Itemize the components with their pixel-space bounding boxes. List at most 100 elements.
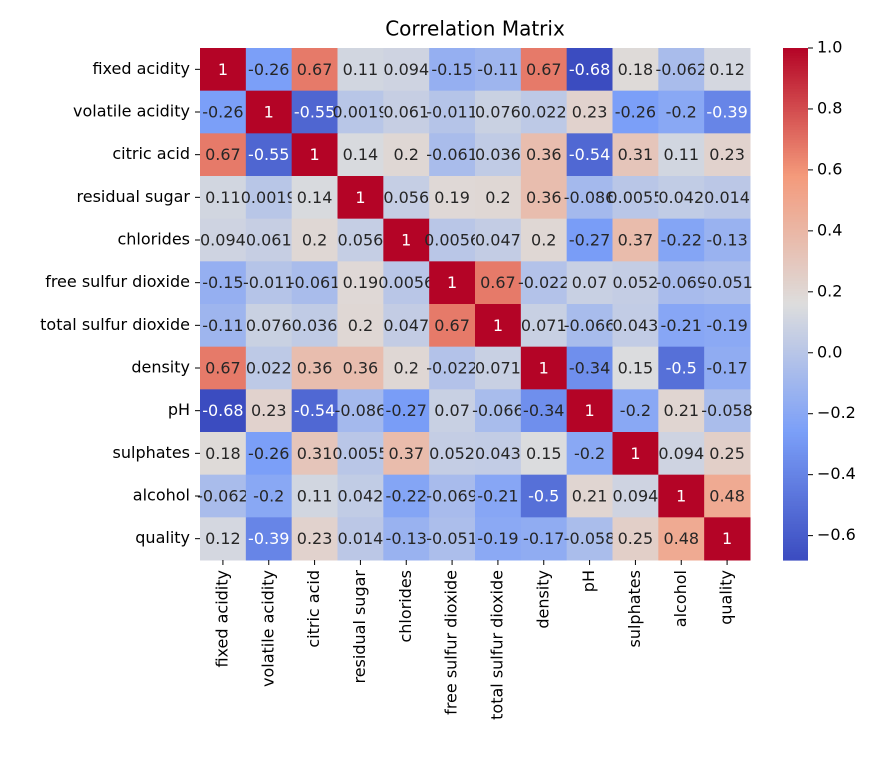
- cell-label: -0.68: [202, 401, 243, 420]
- heatmap-cell: [520, 133, 568, 177]
- heatmap-cell: [658, 90, 705, 134]
- cell-label: 0.042: [658, 188, 704, 207]
- cell-label: -0.069: [655, 273, 707, 292]
- cell-label: 0.0056: [424, 231, 480, 250]
- colorbar-segment: [783, 539, 808, 543]
- heatmap-cell: [337, 48, 384, 92]
- cell-label: 0.0055: [332, 444, 388, 463]
- colorbar-segment: [783, 380, 808, 384]
- colorbar-segment: [783, 209, 808, 213]
- colorbar-segment: [783, 506, 808, 510]
- heatmap-cell: [291, 48, 338, 92]
- cell-label: 0.014: [704, 188, 750, 207]
- cell-label: 0.2: [302, 231, 327, 250]
- heatmap-cell: [383, 133, 430, 177]
- colorbar-segment: [783, 304, 808, 308]
- heatmap-cell: [337, 346, 384, 390]
- cell-label: 0.67: [434, 316, 470, 335]
- cell-label: -0.22: [661, 231, 702, 250]
- cell-label: -0.061: [426, 145, 478, 164]
- heatmap-cell: [200, 133, 247, 177]
- colorbar-segment: [783, 524, 808, 528]
- cell-label: 0.2: [394, 145, 419, 164]
- cell-label: 0.25: [618, 529, 654, 548]
- heatmap-cell: [658, 304, 705, 348]
- colorbar-segment: [783, 222, 808, 226]
- cell-label: 1: [447, 273, 457, 292]
- heatmap-cell: [658, 389, 705, 433]
- colorbar-segment: [783, 393, 808, 397]
- heatmap-cell: [200, 90, 247, 134]
- cell-label: -0.069: [426, 487, 478, 506]
- heatmap-cell: [612, 176, 659, 220]
- colorbar-segment: [783, 432, 808, 436]
- heatmap-cell: [566, 474, 613, 518]
- cell-label: -0.27: [569, 231, 610, 250]
- heatmap-cell: [566, 48, 613, 92]
- colorbar-segment: [783, 534, 808, 538]
- x-tick-label: sulphates: [625, 570, 644, 647]
- colorbar-segment: [783, 81, 808, 85]
- colorbar-segment: [783, 396, 808, 400]
- heatmap-cell: [475, 48, 522, 92]
- colorbar-segment: [783, 327, 808, 331]
- colorbar-segment: [783, 127, 808, 131]
- cell-label: -0.022: [518, 273, 570, 292]
- colorbar-segment: [783, 122, 808, 126]
- heatmap-cell: [245, 133, 293, 177]
- cell-label: 0.21: [663, 401, 699, 420]
- colorbar-segment: [783, 53, 808, 57]
- cell-label: 0.21: [572, 487, 608, 506]
- heatmap-cell: [383, 261, 430, 305]
- cell-label: 0.19: [343, 273, 379, 292]
- colorbar-segment: [783, 442, 808, 446]
- heatmap-cell: [383, 517, 430, 561]
- colorbar-segment: [783, 275, 808, 279]
- colorbar-segment: [783, 76, 808, 80]
- colorbar-segment: [783, 429, 808, 433]
- heatmap-cell: [658, 218, 705, 262]
- cell-label: 0.37: [388, 444, 424, 463]
- colorbar-segment: [783, 165, 808, 169]
- cell-label: 0.37: [618, 231, 654, 250]
- colorbar-segment: [783, 71, 808, 75]
- colorbar-segment: [783, 219, 808, 223]
- colorbar-segment: [783, 419, 808, 423]
- y-tick-label: pH: [168, 400, 190, 419]
- colorbar-segment: [783, 48, 808, 52]
- colorbar-segment: [783, 426, 808, 431]
- colorbar-segment: [783, 55, 808, 59]
- colorbar-segment: [783, 211, 808, 215]
- heatmap-cell: [520, 346, 568, 390]
- colorbar-tick-label: 0.6: [817, 159, 842, 178]
- cell-label: 0.18: [618, 60, 654, 79]
- heatmap-cell: [200, 432, 247, 476]
- heatmap-cell: [429, 432, 476, 476]
- colorbar-segment: [783, 255, 808, 259]
- colorbar-segment: [783, 526, 808, 530]
- cell-label: 0.043: [613, 316, 659, 335]
- x-tick-label: alcohol: [671, 570, 690, 627]
- colorbar-segment: [783, 334, 808, 338]
- colorbar-segment: [783, 158, 808, 162]
- colorbar-segment: [783, 437, 808, 441]
- colorbar-segment: [783, 401, 808, 405]
- x-tick-label: citric acid: [304, 570, 323, 648]
- cell-label: 0.31: [297, 444, 333, 463]
- heatmap-cell: [704, 261, 751, 305]
- colorbar-segment: [783, 250, 808, 254]
- colorbar-segment: [783, 204, 808, 208]
- heatmap-cell: [291, 432, 338, 476]
- heatmap-cell: [200, 48, 247, 92]
- colorbar-segment: [783, 362, 808, 367]
- colorbar-segment: [783, 347, 808, 351]
- colorbar-segment: [783, 329, 808, 333]
- y-tick-label: quality: [135, 528, 190, 547]
- colorbar-segment: [783, 183, 808, 187]
- cell-label: 0.094: [658, 444, 704, 463]
- cell-label: 0.061: [383, 103, 429, 122]
- heatmap-cell: [520, 48, 568, 92]
- cell-label: -0.55: [248, 145, 289, 164]
- x-tick-label: volatile acidity: [258, 570, 277, 687]
- colorbar-segment: [783, 383, 808, 387]
